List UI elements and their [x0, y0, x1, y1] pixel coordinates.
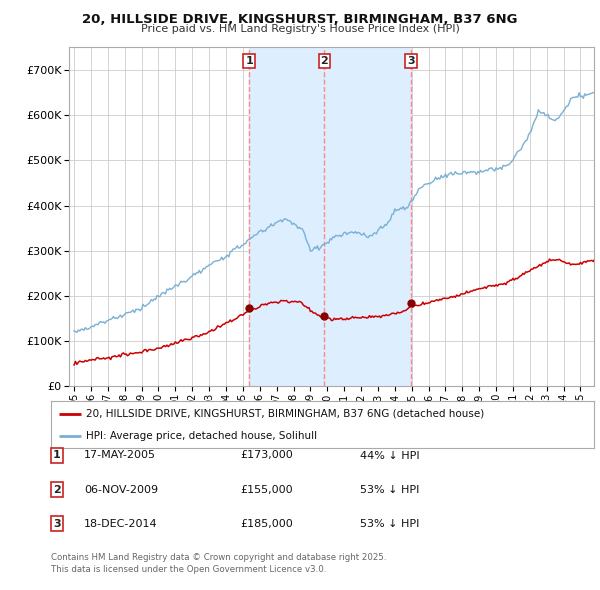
Text: 3: 3 — [407, 55, 415, 65]
Text: £173,000: £173,000 — [240, 451, 293, 460]
Text: 20, HILLSIDE DRIVE, KINGSHURST, BIRMINGHAM, B37 6NG: 20, HILLSIDE DRIVE, KINGSHURST, BIRMINGH… — [82, 13, 518, 26]
Text: 20, HILLSIDE DRIVE, KINGSHURST, BIRMINGHAM, B37 6NG (detached house): 20, HILLSIDE DRIVE, KINGSHURST, BIRMINGH… — [86, 409, 485, 419]
Text: £155,000: £155,000 — [240, 485, 293, 494]
Text: 53% ↓ HPI: 53% ↓ HPI — [360, 485, 419, 494]
Text: Price paid vs. HM Land Registry's House Price Index (HPI): Price paid vs. HM Land Registry's House … — [140, 24, 460, 34]
Text: Contains HM Land Registry data © Crown copyright and database right 2025.: Contains HM Land Registry data © Crown c… — [51, 553, 386, 562]
Text: 1: 1 — [245, 55, 253, 65]
Text: 17-MAY-2005: 17-MAY-2005 — [84, 451, 156, 460]
Text: HPI: Average price, detached house, Solihull: HPI: Average price, detached house, Soli… — [86, 431, 317, 441]
Text: This data is licensed under the Open Government Licence v3.0.: This data is licensed under the Open Gov… — [51, 565, 326, 574]
Text: 53% ↓ HPI: 53% ↓ HPI — [360, 519, 419, 529]
Text: £185,000: £185,000 — [240, 519, 293, 529]
Text: 2: 2 — [320, 55, 328, 65]
Text: 18-DEC-2014: 18-DEC-2014 — [84, 519, 158, 529]
Text: 2: 2 — [53, 485, 61, 494]
Text: 44% ↓ HPI: 44% ↓ HPI — [360, 451, 419, 460]
Text: 1: 1 — [53, 451, 61, 460]
Text: 3: 3 — [53, 519, 61, 529]
Bar — [249, 47, 411, 386]
Text: 06-NOV-2009: 06-NOV-2009 — [84, 485, 158, 494]
